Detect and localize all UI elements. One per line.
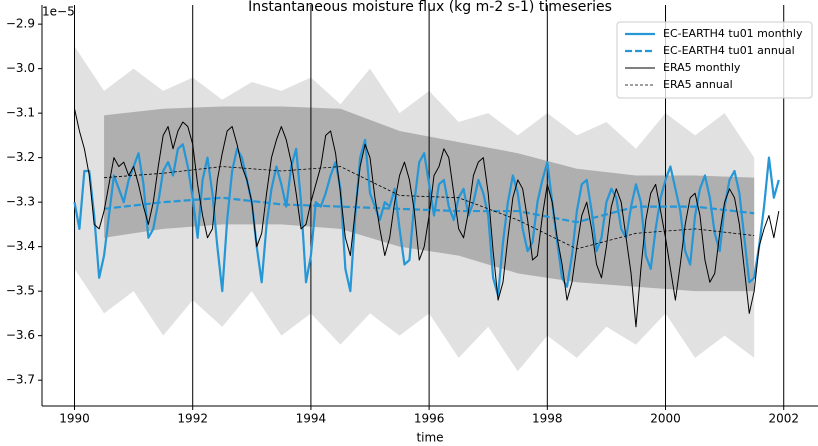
y-tick-label: −3.0 <box>6 61 35 75</box>
y-tick-label: −3.7 <box>6 373 35 387</box>
x-tick-label: 1990 <box>59 412 90 426</box>
chart-title: Instantaneous moisture flux (kg m-2 s-1)… <box>248 0 612 15</box>
x-tick-label: 1994 <box>296 412 327 426</box>
line <box>103 196 755 224</box>
line <box>73 138 780 297</box>
x-tick-label: 2000 <box>650 412 681 426</box>
y-tick-label: −3.2 <box>6 150 35 164</box>
line <box>74 108 780 328</box>
y-tick-label: −3.6 <box>6 328 35 342</box>
x-tick-label: 2002 <box>768 412 799 426</box>
x-tick-label: 1998 <box>532 412 563 426</box>
legend-label: ERA5 annual <box>663 78 733 91</box>
y-tick-label: −3.3 <box>6 195 35 209</box>
legend-label: EC-EARTH4 tu01 annual <box>663 44 795 57</box>
legend-label: EC-EARTH4 tu01 monthly <box>663 27 803 40</box>
y-tick-label: −3.5 <box>6 284 35 298</box>
x-tick-label: 1996 <box>414 412 445 426</box>
x-tick-label: 1992 <box>177 412 208 426</box>
legend-label: ERA5 monthly <box>663 61 741 74</box>
y-offset-label: 1e−5 <box>42 5 75 19</box>
line <box>104 166 755 250</box>
x-axis-label: time <box>416 431 443 445</box>
y-tick-label: −3.1 <box>6 106 35 120</box>
legend-box <box>616 21 813 99</box>
y-tick-label: −3.4 <box>6 239 35 253</box>
y-tick-label: −2.9 <box>6 17 35 31</box>
